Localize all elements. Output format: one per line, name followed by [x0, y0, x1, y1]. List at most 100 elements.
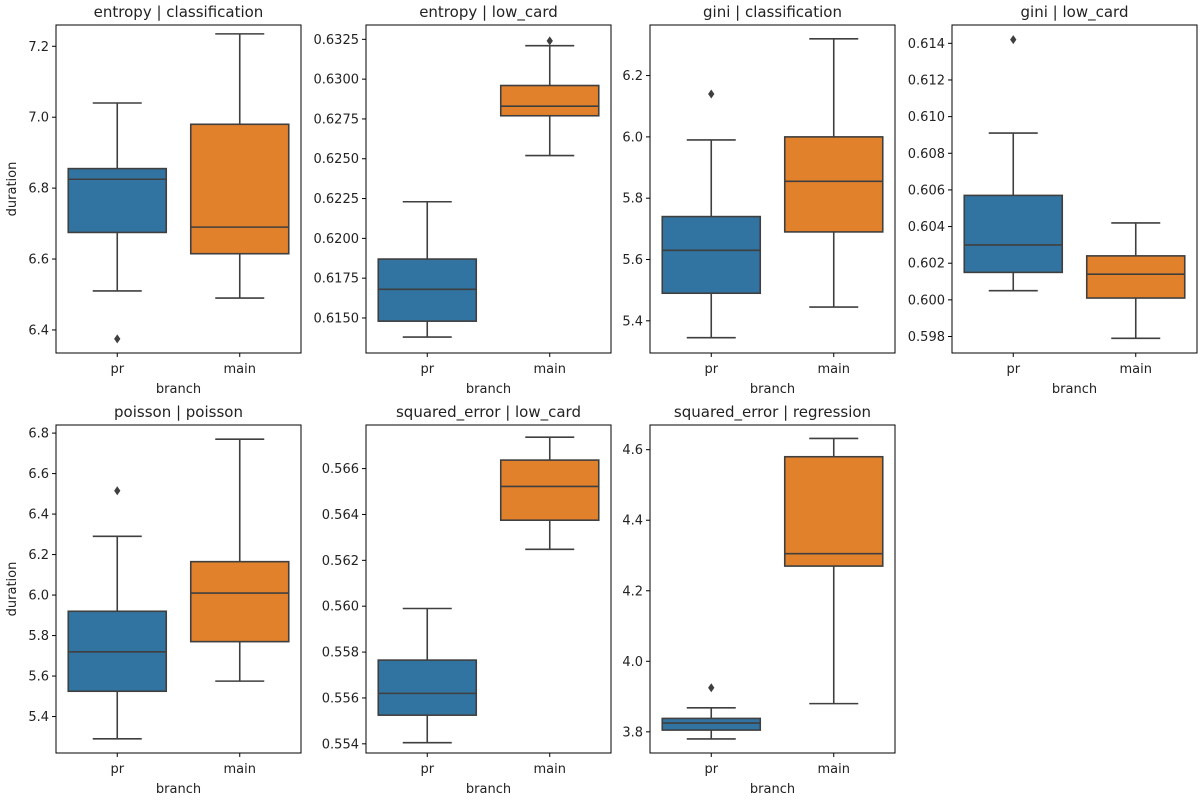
y-tick-label: 0.6150: [314, 311, 360, 326]
y-tick-label: 3.8: [622, 725, 643, 740]
box-pr: [377, 607, 478, 744]
y-tick-label: 0.558: [322, 646, 359, 661]
y-tick-label: 4.0: [622, 655, 643, 670]
y-tick-label: 4.2: [622, 584, 643, 599]
y-tick-label: 0.6300: [314, 73, 360, 88]
x-tick-label: pr: [420, 762, 434, 777]
box-main: [189, 438, 290, 682]
box-pr: [67, 486, 168, 740]
y-tick-label: 0.598: [908, 330, 945, 345]
chart-title: gini | low_card: [1021, 3, 1129, 22]
box-main: [189, 33, 290, 299]
x-tick-label: main: [818, 762, 850, 777]
y-tick-label: 0.6175: [314, 272, 360, 287]
y-tick-label: 6.8: [28, 182, 49, 197]
y-tick-label: 6.4: [28, 323, 49, 338]
x-tick-label: pr: [1006, 362, 1020, 377]
x-tick-label: main: [534, 762, 566, 777]
y-axis-label: duration: [5, 562, 20, 617]
chart-panel-2: entropy | low_card 0.6150 0.6175 0.6200 0.62…: [314, 3, 612, 397]
y-tick-label: 0.6225: [314, 192, 360, 207]
x-tick-label: main: [224, 762, 256, 777]
chart-panel-4: gini | low_card 0.598 0.600 0.602 0.604 0.606…: [908, 3, 1198, 397]
box-pr: [963, 35, 1064, 292]
x-axis-label: branch: [156, 382, 201, 397]
y-tick-label: 0.560: [322, 600, 359, 615]
y-tick-label: 6.0: [622, 130, 643, 145]
y-tick-label: 6.2: [622, 69, 643, 84]
y-tick-label: 5.8: [622, 192, 643, 207]
y-tick-label: 0.600: [908, 293, 945, 308]
x-axis-label: branch: [750, 382, 795, 397]
box-pr: [67, 102, 168, 344]
x-tick-label: pr: [110, 762, 124, 777]
box-pr: [661, 683, 762, 740]
y-tick-label: 5.6: [28, 670, 49, 685]
x-tick-label: main: [818, 362, 850, 377]
plot-frame: [649, 24, 896, 354]
box-main: [499, 36, 600, 157]
x-tick-label: pr: [704, 362, 718, 377]
x-tick-label: main: [224, 362, 256, 377]
y-tick-label: 0.6325: [314, 33, 360, 48]
plot-frame: [365, 424, 612, 754]
x-axis-label: branch: [466, 382, 511, 397]
iqr-box: [67, 167, 168, 234]
outlier-point: [708, 89, 715, 99]
y-tick-label: 0.6200: [314, 232, 360, 247]
x-tick-label: pr: [110, 362, 124, 377]
box-main: [1085, 222, 1186, 340]
y-tick-label: 6.6: [28, 467, 49, 482]
chart-title: entropy | low_card: [419, 3, 558, 22]
box-main: [499, 436, 600, 551]
y-tick-label: 5.4: [622, 314, 643, 329]
y-tick-label: 6.6: [28, 253, 49, 268]
y-tick-label: 0.612: [908, 73, 945, 88]
chart-panel-3: gini | classification 5.4 5.6 5.8 6.0 6.2 pr ma…: [622, 3, 896, 397]
chart-panel-6: squared_error | low_card 0.554 0.556 0.558 0…: [322, 403, 612, 797]
x-axis-label: branch: [466, 782, 511, 797]
box-pr: [377, 200, 478, 338]
y-axis-label: duration: [5, 162, 20, 217]
x-tick-label: main: [1120, 362, 1152, 377]
plot-frame: [951, 24, 1198, 354]
box-main: [783, 37, 884, 308]
y-tick-label: 6.8: [28, 427, 49, 442]
x-axis-label: branch: [750, 782, 795, 797]
y-tick-label: 6.0: [28, 589, 49, 604]
x-axis-label: branch: [1052, 382, 1097, 397]
iqr-box: [661, 717, 762, 731]
y-tick-label: 0.554: [322, 737, 359, 752]
y-tick-label: 0.6275: [314, 112, 360, 127]
box-main: [783, 437, 884, 705]
iqr-box: [783, 455, 884, 567]
x-tick-label: pr: [704, 762, 718, 777]
y-tick-label: 0.614: [908, 37, 945, 52]
chart-panel-5: poisson | poisson 5.4 5.6 5.8 6.0 6.2 6.4 6.6 6.…: [5, 403, 302, 797]
y-tick-label: 0.6250: [314, 152, 360, 167]
y-tick-label: 0.606: [908, 183, 945, 198]
y-tick-label: 5.8: [28, 629, 49, 644]
chart-title: squared_error | regression: [674, 403, 871, 422]
y-tick-label: 4.6: [622, 443, 643, 458]
chart-title: gini | classification: [703, 3, 842, 21]
outlier-point: [114, 334, 121, 344]
iqr-box: [499, 84, 600, 117]
y-tick-label: 5.6: [622, 253, 643, 268]
outlier-point: [546, 36, 553, 46]
outlier-point: [1010, 35, 1017, 45]
iqr-box: [783, 136, 884, 233]
iqr-box: [377, 659, 478, 716]
iqr-box: [189, 560, 290, 643]
chart-panel-1: entropy | classification 6.4 6.6 6.8 7.0 7.2 d…: [5, 3, 302, 397]
chart-panel-7: squared_error | regression 3.8 4.0 4.2 4.4 4.…: [622, 403, 896, 797]
plot-frame: [55, 424, 302, 754]
plot-frame: [649, 424, 896, 754]
y-tick-label: 0.562: [322, 554, 359, 569]
y-tick-label: 4.4: [622, 514, 643, 529]
y-tick-label: 0.556: [322, 691, 359, 706]
x-tick-label: main: [534, 362, 566, 377]
iqr-box: [1085, 255, 1186, 299]
y-tick-label: 6.2: [28, 548, 49, 563]
